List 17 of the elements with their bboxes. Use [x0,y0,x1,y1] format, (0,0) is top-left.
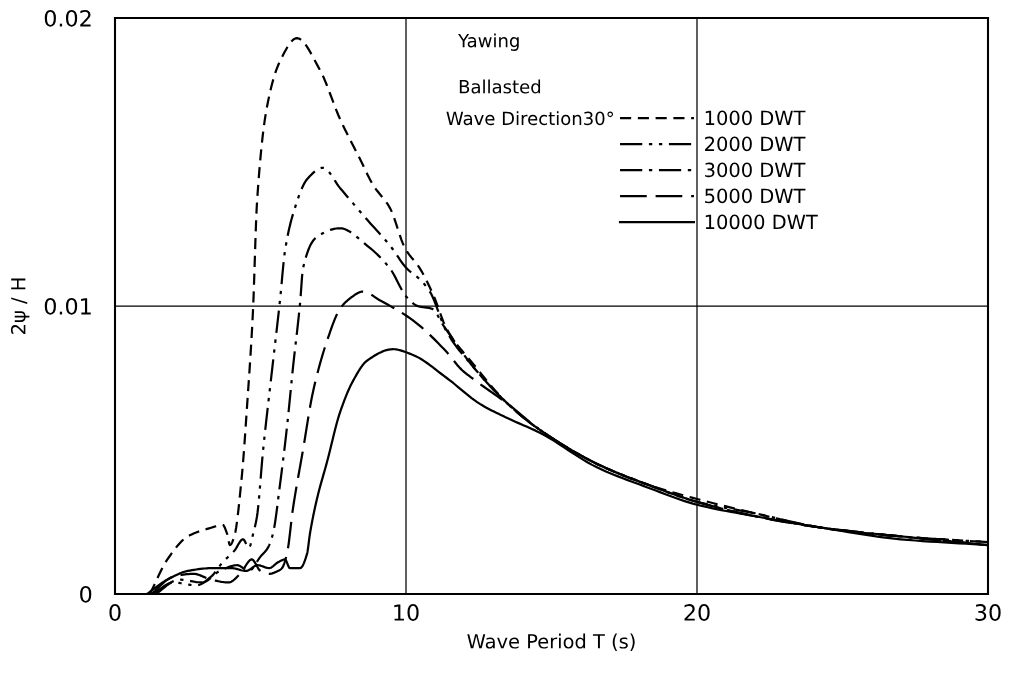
legend-label: 1000 DWT [705,110,806,126]
x-tick-label: 10 [394,604,419,621]
annotation: Wave Direction30° [446,111,614,126]
x-tick-label: 0 [109,604,121,621]
y-axis-title: 2ψ / H [10,278,30,334]
legend-label: 3000 DWT [705,162,806,178]
legend-label: 10000 DWT [705,214,818,230]
y-tick-label: 0 [80,585,92,603]
legend-label: 2000 DWT [705,136,806,152]
annotation: Ballasted [459,79,541,94]
y-tick-label: 0.02 [44,9,91,27]
x-tick-label: 30 [975,604,1001,621]
y-tick-label: 0.01 [44,297,91,315]
x-axis-title: Wave Period T (s) [467,633,635,651]
annotation: Yawing [458,33,519,51]
x-tick-label: 20 [684,604,710,621]
legend-label: 5000 DWT [705,188,806,204]
